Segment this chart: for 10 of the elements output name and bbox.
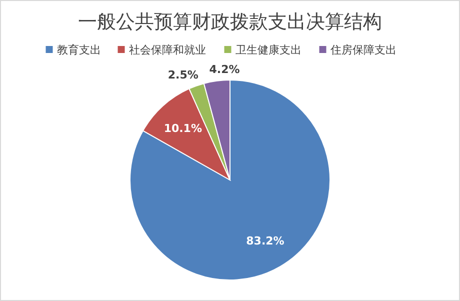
legend-label: 教育支出 — [56, 44, 101, 56]
legend-label: 社会保障和就业 — [128, 44, 206, 56]
pie-slice — [130, 80, 330, 280]
legend-label: 住房保障支出 — [330, 44, 396, 56]
legend-label: 卫生健康支出 — [235, 44, 302, 56]
data-label: 2.5% — [168, 68, 198, 82]
data-label: 4.2% — [209, 62, 240, 76]
chart-title: 一般公共预算财政拨款支出决算结构 — [78, 11, 382, 33]
data-label: 10.1% — [164, 122, 202, 136]
data-label: 83.2% — [246, 234, 284, 248]
